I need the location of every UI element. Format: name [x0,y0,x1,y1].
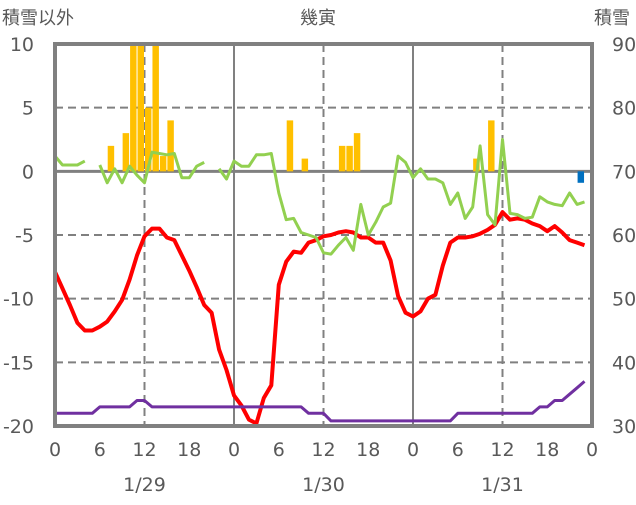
precip-bar [137,44,144,172]
x-tick: 18 [177,439,201,461]
purple-line [55,380,586,423]
y-tick-right: 60 [612,225,636,247]
plot-frame [53,42,594,428]
precip-bar [167,120,174,172]
y-tick-left: 0 [22,161,34,183]
y-tick-right: 80 [612,98,636,120]
precip-bar [122,133,130,172]
x-tick: 18 [356,439,380,461]
y-tick-left: -10 [3,289,34,311]
y-tick-right: 70 [612,161,636,183]
precip-bar [301,158,309,172]
y-tick-right: 30 [612,416,636,438]
y-tick-left: -5 [15,225,34,247]
y-tick-right: 40 [612,352,636,374]
precip-bar [286,120,294,172]
precip-bar [353,133,361,172]
precip-bar [338,145,346,172]
x-tick: 0 [228,439,240,461]
x-tick: 0 [49,439,61,461]
x-tick: 18 [535,439,559,461]
precip-bar [145,107,152,172]
y-tick-right: 90 [612,34,636,56]
precip-bar [346,145,353,172]
date-label: 1/29 [123,474,166,496]
precip-bar [152,44,159,172]
y-tick-left: 10 [10,34,34,56]
right-axis-title: 積雪 [594,8,630,29]
x-tick: 6 [273,439,285,461]
precip-bar [130,44,137,172]
precip-bar [107,145,115,172]
x-tick: 0 [586,439,598,461]
x-tick: 12 [132,439,156,461]
precip-bar [159,156,167,172]
y-tick-right: 50 [612,289,636,311]
x-tick: 6 [94,439,106,461]
date-label: 1/30 [302,474,345,496]
precip-bar [488,120,495,172]
snow-change-bar [577,171,585,183]
y-tick-left: -20 [3,416,34,438]
green-line [53,138,585,256]
x-tick: 12 [311,439,335,461]
left-axis-title: 積雪以外 [2,8,74,29]
y-tick-left: 5 [22,98,34,120]
date-label: 1/31 [481,474,524,496]
x-tick: 0 [407,439,419,461]
chart-title: 幾寅 [300,8,336,29]
y-tick-left: -15 [3,352,34,374]
x-tick: 6 [452,439,464,461]
x-tick: 12 [490,439,514,461]
